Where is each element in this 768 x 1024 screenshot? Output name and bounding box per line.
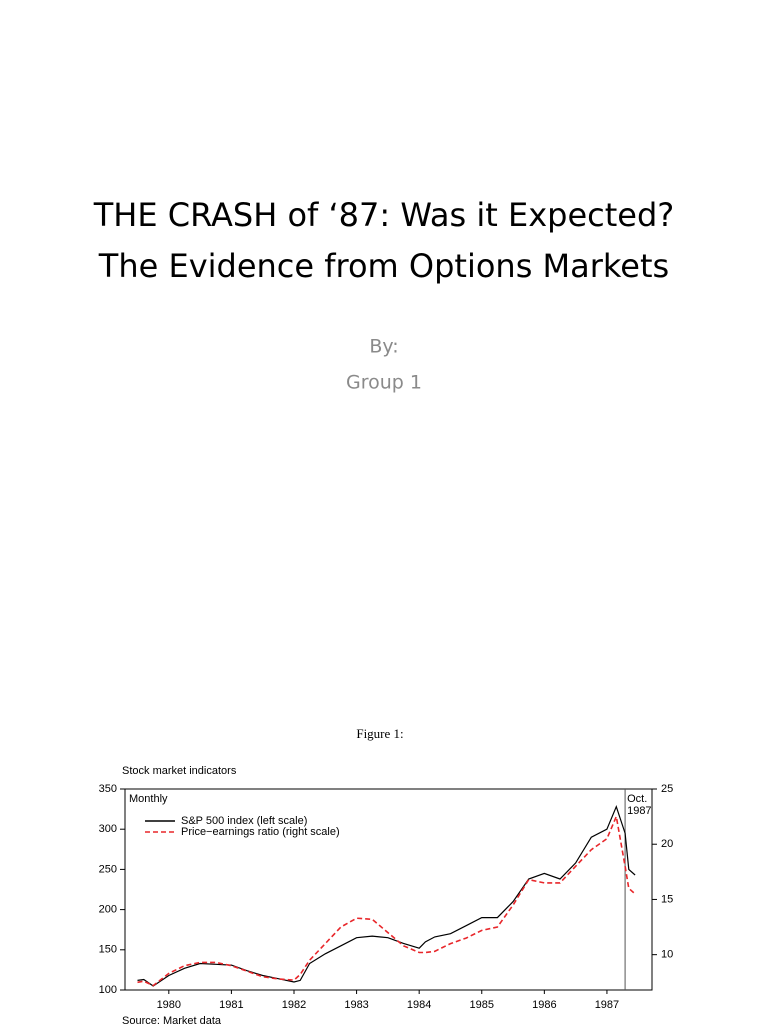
source: Source: Market data xyxy=(122,1015,222,1024)
chart-title: Stock market indicators xyxy=(122,765,237,777)
figure-caption: Figure 1: xyxy=(356,726,403,741)
y-tick-label: 150 xyxy=(99,944,117,956)
x-tick-label: 1981 xyxy=(219,999,243,1011)
annotation-text: 1987 xyxy=(627,805,651,817)
y-tick-label: 350 xyxy=(99,783,117,795)
slide-title: THE CRASH of ‘87: Was it Expected? xyxy=(93,196,675,234)
y2-tick-label: 15 xyxy=(661,893,673,905)
x-tick-label: 1980 xyxy=(157,999,181,1011)
x-tick-label: 1987 xyxy=(595,999,619,1011)
chart-subtitle: Monthly xyxy=(129,793,168,805)
x-tick-label: 1984 xyxy=(407,999,431,1011)
y-tick-label: 300 xyxy=(99,823,117,835)
slide-title: The Evidence from Options Markets xyxy=(98,247,669,285)
plot-frame xyxy=(124,788,653,991)
y2-tick-label: 10 xyxy=(661,949,673,961)
series-line xyxy=(137,813,636,987)
x-tick-label: 1985 xyxy=(470,999,494,1011)
legend-label: S&P 500 index (left scale) xyxy=(181,815,307,827)
y2-tick-label: 25 xyxy=(661,783,673,795)
y-tick-label: 200 xyxy=(99,904,117,916)
x-tick-label: 1986 xyxy=(532,999,556,1011)
annotation-text: Oct. xyxy=(627,793,647,805)
x-tick-label: 1982 xyxy=(282,999,306,1011)
subtitle: By: xyxy=(369,336,398,358)
subtitle: Group 1 xyxy=(346,372,422,394)
y-tick-label: 100 xyxy=(99,984,117,996)
legend-label: Price−earnings ratio (right scale) xyxy=(181,826,340,838)
y-tick-label: 250 xyxy=(99,863,117,875)
y2-tick-label: 20 xyxy=(661,838,673,850)
x-tick-label: 1983 xyxy=(344,999,368,1011)
series-line xyxy=(137,804,636,987)
